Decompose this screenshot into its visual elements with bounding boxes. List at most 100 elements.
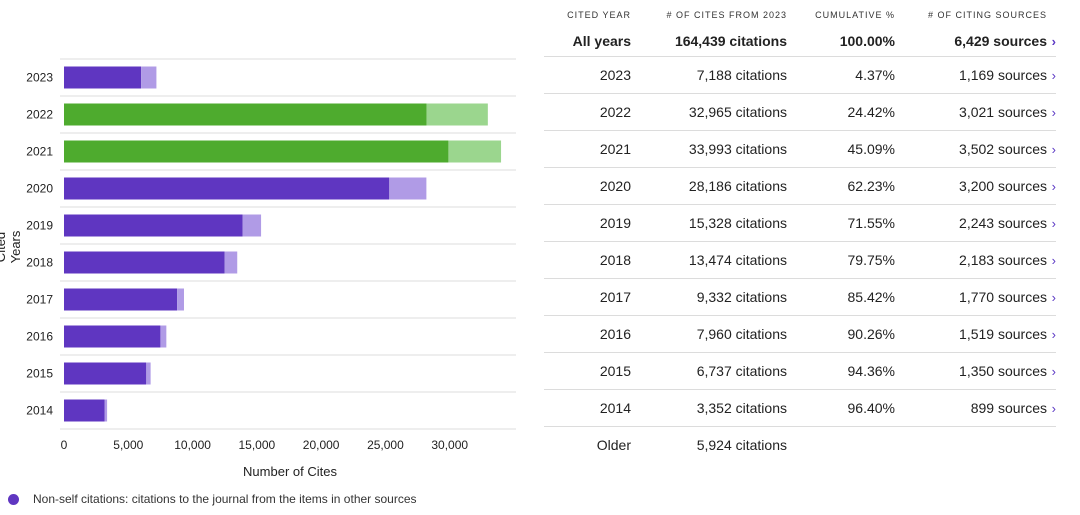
header-cites: # OF CITES FROM 2023 <box>666 10 787 20</box>
bar-self <box>141 66 157 89</box>
cell-cited-year: 2017 <box>599 289 631 305</box>
y-tick-label: 2021 <box>26 145 53 159</box>
table-body: All years 164,439 citations 100.00% 6,429 s… <box>544 26 1056 463</box>
bar-nonself <box>64 177 390 200</box>
cell-cumulative: 96.40% <box>847 400 895 416</box>
cell-citing-sources[interactable]: 1,169 sources <box>959 67 1047 83</box>
cell-citing-sources[interactable]: 899 sources <box>970 400 1047 416</box>
bar-nonself <box>64 214 243 237</box>
cell-cited-year: 2023 <box>599 67 631 83</box>
cell-cites: 13,474 citations <box>688 252 787 268</box>
bar-nonself <box>64 288 178 311</box>
x-tick-label: 10,000 <box>174 438 211 452</box>
table-row: 2022 32,965 citations 24.42% 3,021 sources › <box>544 94 1056 131</box>
y-tick-label: 2019 <box>26 219 53 233</box>
bar-self <box>146 362 151 385</box>
chevron-right-icon[interactable]: › <box>1051 67 1056 83</box>
cell-cited-year: 2014 <box>599 400 631 416</box>
cell-citing-sources[interactable]: 6,429 sources <box>954 33 1047 49</box>
table-row: 2023 7,188 citations 4.37% 1,169 sources › <box>544 57 1056 94</box>
cell-cites: 5,924 citations <box>696 437 787 453</box>
y-tick-label: 2017 <box>26 293 53 307</box>
cell-cites: 6,737 citations <box>696 363 787 379</box>
table-row: 2014 3,352 citations 96.40% 899 sources › <box>544 390 1056 427</box>
chevron-right-icon[interactable]: › <box>1051 178 1056 194</box>
cell-citing-sources[interactable]: 3,200 sources <box>959 178 1047 194</box>
cell-cumulative: 85.42% <box>847 289 895 305</box>
chevron-right-icon[interactable]: › <box>1051 289 1056 305</box>
cell-citing-sources[interactable]: 1,350 sources <box>959 363 1047 379</box>
bar-self <box>160 325 167 348</box>
cell-cited-year: 2019 <box>599 215 631 231</box>
table-row: 2021 33,993 citations 45.09% 3,502 sources › <box>544 131 1056 168</box>
bar-self <box>426 103 488 126</box>
cell-cited-year: 2016 <box>599 326 631 342</box>
cell-cites: 164,439 citations <box>674 33 787 49</box>
bar-nonself <box>64 140 449 163</box>
cell-cited-year: 2015 <box>599 363 631 379</box>
bar-self <box>242 214 262 237</box>
bar-self <box>104 399 108 422</box>
citation-chart: 2023 2022 2021 2020 2019 2018 2017 2016 2015 2014… <box>0 0 530 515</box>
citations-table: CITED YEAR # OF CITES FROM 2023 CUMULATI… <box>544 0 1056 463</box>
x-tick-label: 15,000 <box>239 438 276 452</box>
cell-cumulative: 4.37% <box>855 67 895 83</box>
y-tick-label: 2022 <box>26 108 53 122</box>
header-citing-sources: # OF CITING SOURCES <box>927 10 1047 20</box>
y-tick-label: 2015 <box>26 367 53 381</box>
cell-cited-year: 2020 <box>599 178 631 194</box>
table-row: 2019 15,328 citations 71.55% 2,243 sources › <box>544 205 1056 242</box>
cell-cumulative: 90.26% <box>847 326 895 342</box>
chart-legend: Non-self citations: citations to the jou… <box>8 492 417 506</box>
bar-nonself <box>64 362 147 385</box>
table-row: 2016 7,960 citations 90.26% 1,519 sources › <box>544 316 1056 353</box>
cell-cites: 32,965 citations <box>688 104 787 120</box>
x-tick-label: 0 <box>61 438 68 452</box>
header-cited-year: CITED YEAR <box>567 10 631 20</box>
cell-cumulative: 24.42% <box>847 104 895 120</box>
cell-citing-sources[interactable]: 1,770 sources <box>959 289 1047 305</box>
cell-cited-year: 2018 <box>599 252 631 268</box>
bar-self <box>389 177 427 200</box>
chevron-right-icon[interactable]: › <box>1051 104 1056 120</box>
legend-dot-icon <box>8 493 19 505</box>
cell-cumulative: 94.36% <box>847 363 895 379</box>
bar-self <box>177 288 184 311</box>
cell-citing-sources[interactable]: 3,021 sources <box>959 104 1047 120</box>
cell-cites: 7,188 citations <box>696 67 787 83</box>
chevron-right-icon[interactable]: › <box>1051 400 1056 416</box>
table-row: 2017 9,332 citations 85.42% 1,770 sources › <box>544 279 1056 316</box>
cell-cumulative: 62.23% <box>847 178 895 194</box>
chevron-right-icon[interactable]: › <box>1051 363 1056 379</box>
cell-cites: 15,328 citations <box>688 215 787 231</box>
cell-cites: 33,993 citations <box>688 141 787 157</box>
cell-citing-sources[interactable]: 1,519 sources <box>959 326 1047 342</box>
table-row: 2020 28,186 citations 62.23% 3,200 sources › <box>544 168 1056 205</box>
y-axis-label: Cited Years <box>0 230 23 264</box>
x-tick-label: 20,000 <box>303 438 340 452</box>
bar-nonself <box>64 399 105 422</box>
cell-cites: 28,186 citations <box>688 178 787 194</box>
cell-cites: 7,960 citations <box>696 326 787 342</box>
chevron-right-icon[interactable]: › <box>1051 215 1056 231</box>
table-row: Older 5,924 citations <box>544 427 1056 463</box>
cell-citing-sources[interactable]: 2,183 sources <box>959 252 1047 268</box>
chevron-right-icon[interactable]: › <box>1051 326 1056 342</box>
cell-citing-sources[interactable]: 3,502 sources <box>959 141 1047 157</box>
chevron-right-icon[interactable]: › <box>1051 141 1056 157</box>
y-tick-label: 2014 <box>26 404 53 418</box>
table-row: 2015 6,737 citations 94.36% 1,350 sources › <box>544 353 1056 390</box>
bar-nonself <box>64 251 225 274</box>
bar-nonself <box>64 325 161 348</box>
bar-nonself <box>64 66 142 89</box>
chevron-right-icon[interactable]: › <box>1051 252 1056 268</box>
bar-nonself <box>64 103 427 126</box>
cell-cumulative: 71.55% <box>847 215 895 231</box>
chevron-right-icon[interactable]: › <box>1051 33 1056 49</box>
x-tick-label: 25,000 <box>367 438 404 452</box>
legend-label: Non-self citations: citations to the jou… <box>33 492 417 506</box>
cell-citing-sources[interactable]: 2,243 sources <box>959 215 1047 231</box>
cell-cites: 9,332 citations <box>696 289 787 305</box>
y-tick-label: 2020 <box>26 182 53 196</box>
cell-cumulative: 45.09% <box>847 141 895 157</box>
